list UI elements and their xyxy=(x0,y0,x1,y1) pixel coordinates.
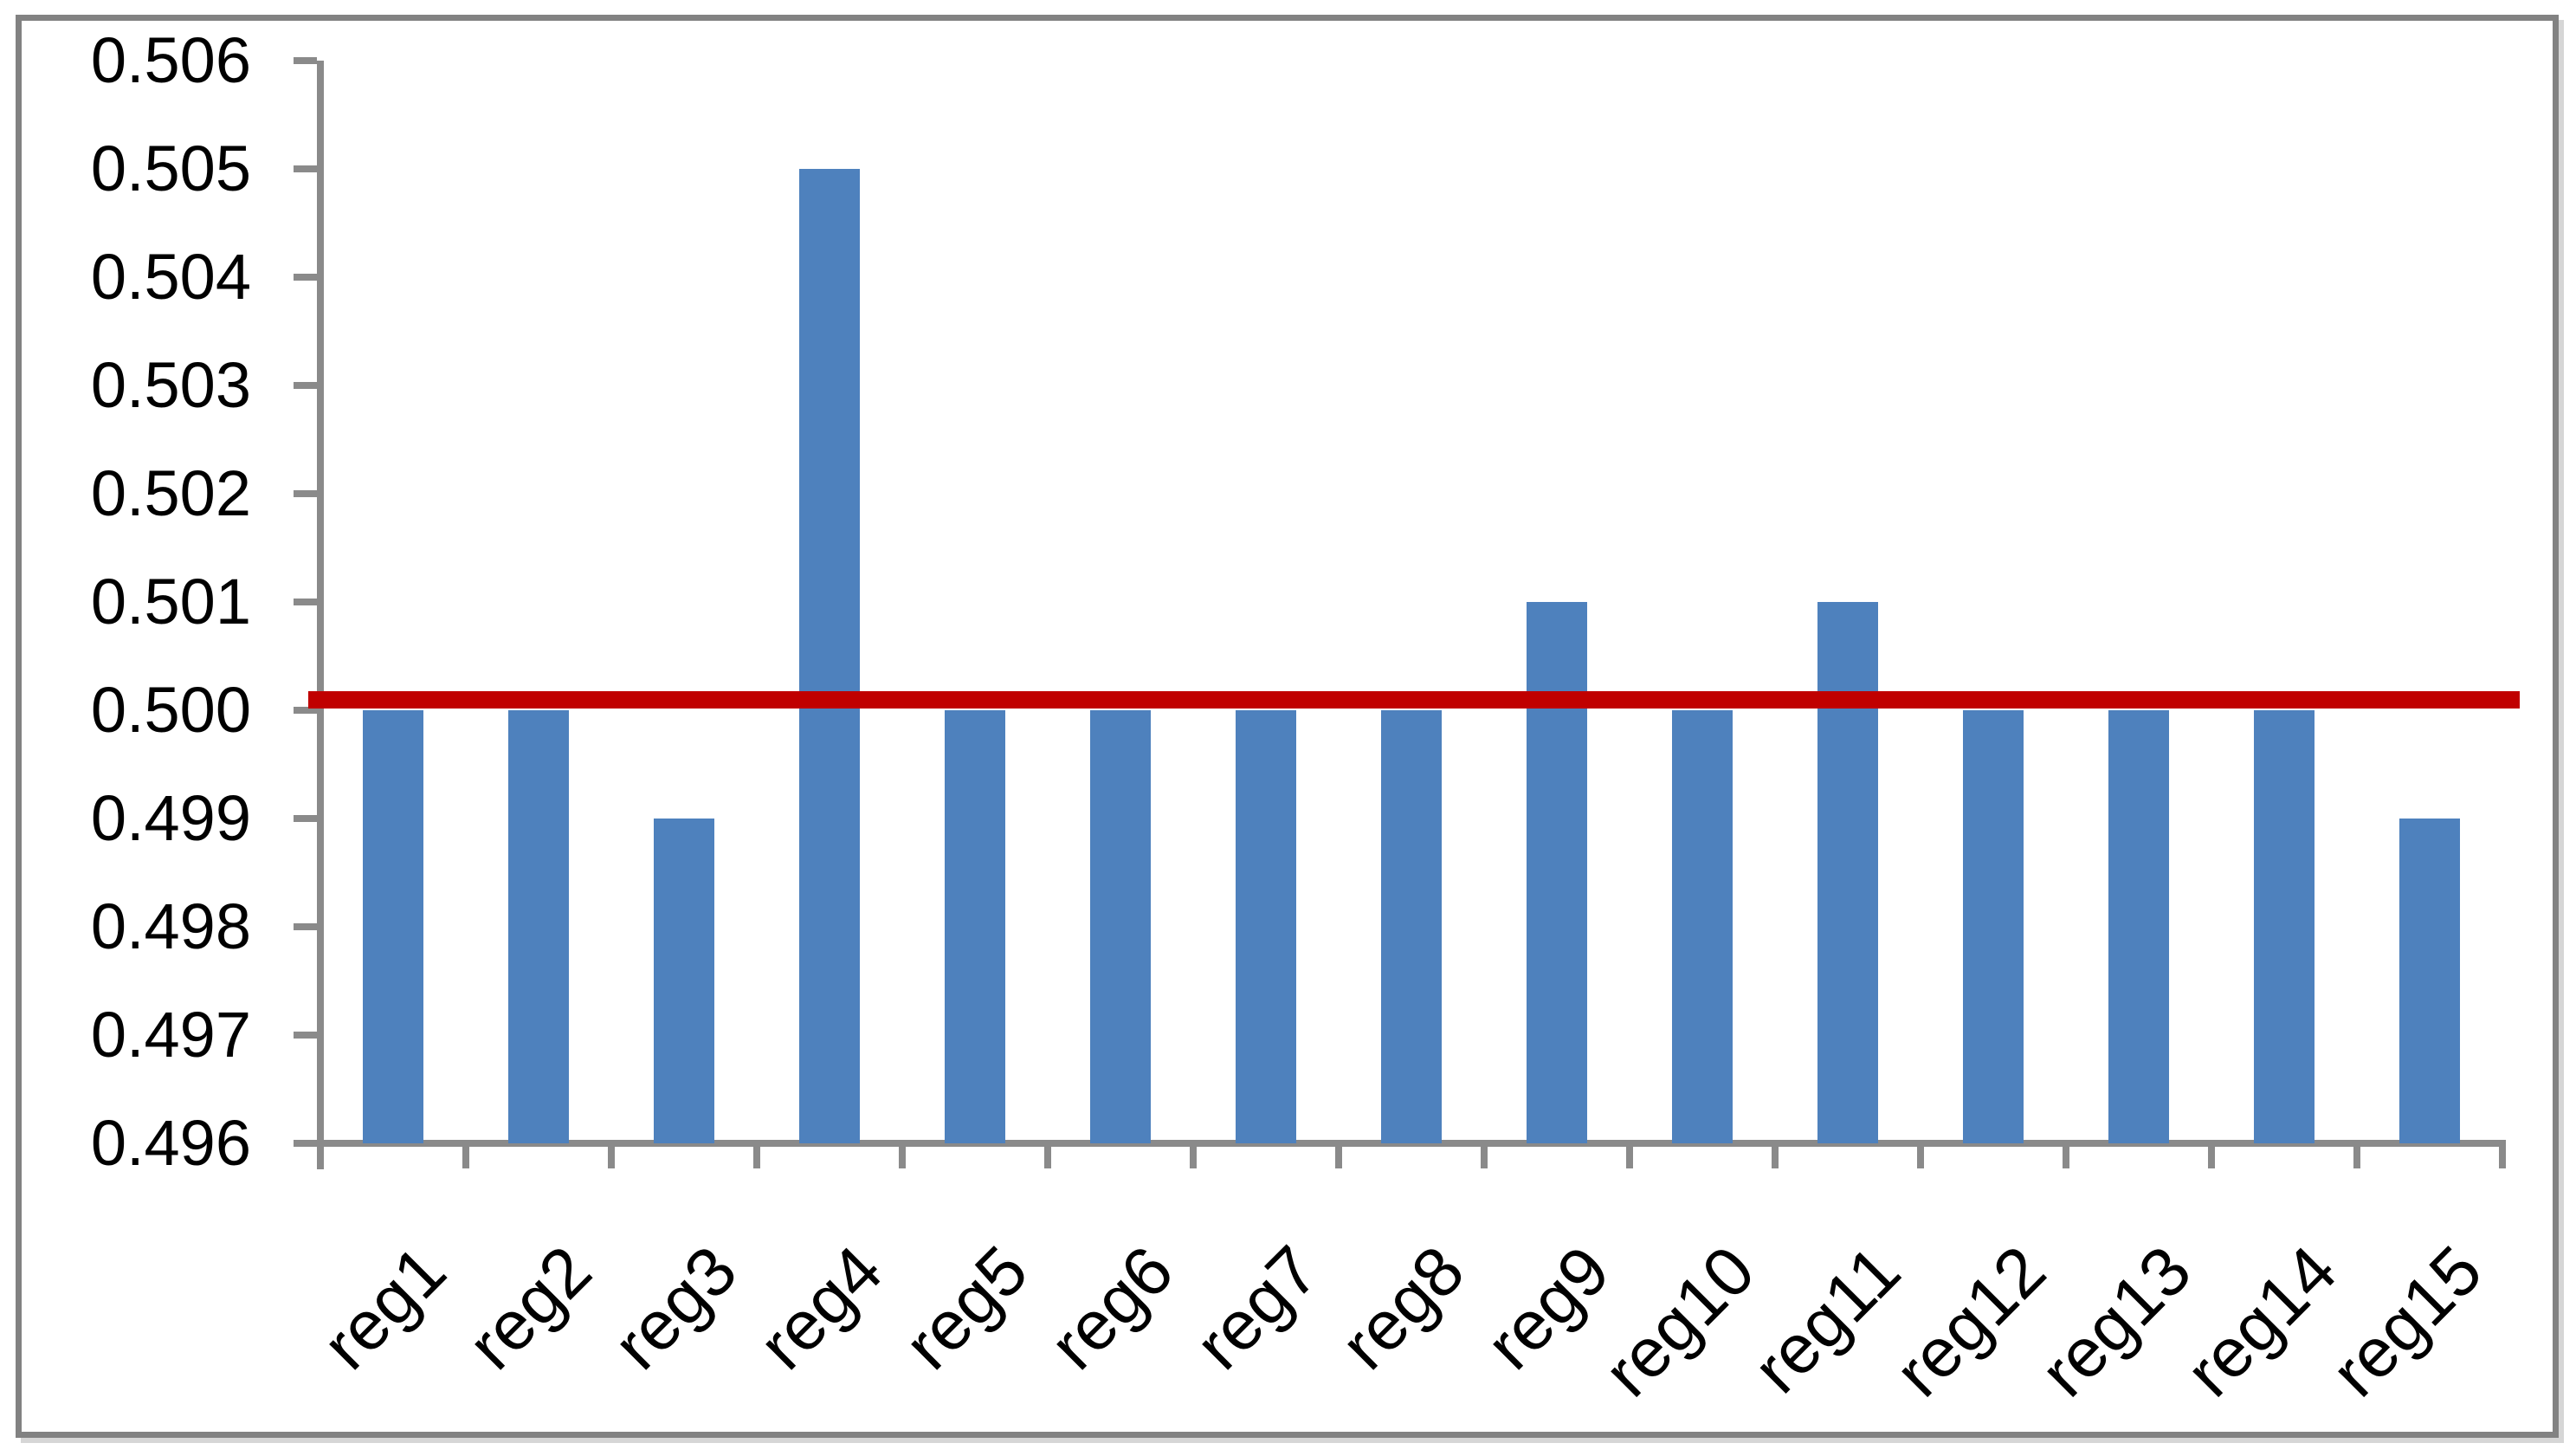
x-axis-tick xyxy=(1335,1140,1342,1168)
y-axis-tick-label: 0.499 xyxy=(90,782,251,854)
bar-reg8[interactable] xyxy=(1381,710,1442,1143)
y-axis-tick xyxy=(294,165,317,172)
reference-line[interactable] xyxy=(308,690,2520,709)
y-axis-tick-label: 0.503 xyxy=(90,349,251,421)
bar-reg14[interactable] xyxy=(2254,710,2315,1143)
x-axis-tick xyxy=(2353,1140,2360,1168)
bar-reg9[interactable] xyxy=(1527,602,1587,1143)
y-axis-tick-label: 0.504 xyxy=(90,241,251,313)
bar-reg3[interactable] xyxy=(654,819,714,1143)
bar-reg5[interactable] xyxy=(945,710,1005,1143)
bar-reg13[interactable] xyxy=(2108,710,2169,1143)
x-axis-line xyxy=(294,1140,2502,1147)
x-axis-tick xyxy=(1044,1140,1051,1168)
y-axis-tick xyxy=(294,57,317,64)
x-axis-tick xyxy=(608,1140,615,1168)
x-axis-tick xyxy=(1626,1140,1633,1168)
bar-reg1[interactable] xyxy=(363,710,423,1143)
x-axis-tick xyxy=(1190,1140,1197,1168)
y-axis-tick-label: 0.501 xyxy=(90,566,251,637)
y-axis-line xyxy=(317,61,324,1169)
y-axis-tick xyxy=(294,1032,317,1039)
x-axis-tick xyxy=(462,1140,469,1168)
bar-reg6[interactable] xyxy=(1090,710,1151,1143)
x-axis-tick xyxy=(1772,1140,1779,1168)
bar-reg7[interactable] xyxy=(1236,710,1296,1143)
bar-reg11[interactable] xyxy=(1817,602,1878,1143)
y-axis-tick-label: 0.506 xyxy=(90,24,251,96)
y-axis-tick xyxy=(294,599,317,605)
x-axis-tick xyxy=(2208,1140,2215,1168)
bar-reg15[interactable] xyxy=(2399,819,2460,1143)
x-axis-tick xyxy=(1917,1140,1924,1168)
y-axis-tick xyxy=(294,923,317,930)
plot-area: 0.506 0.505 0.504 0.503 0.502 0.501 0.500 0.499… xyxy=(91,29,2520,1411)
bar-reg2[interactable] xyxy=(508,710,569,1143)
y-axis-tick-label: 0.505 xyxy=(90,133,251,204)
y-axis-tick-label: 0.496 xyxy=(90,1107,251,1179)
x-axis-tick xyxy=(1481,1140,1488,1168)
y-axis-tick-label: 0.502 xyxy=(90,457,251,529)
y-axis-tick xyxy=(294,382,317,389)
y-axis-tick-label: 0.497 xyxy=(90,999,251,1071)
y-axis-tick xyxy=(294,707,317,714)
y-axis-tick xyxy=(294,815,317,822)
x-axis-tick xyxy=(753,1140,760,1168)
x-axis-tick xyxy=(317,1140,324,1168)
x-axis-tick xyxy=(2499,1140,2506,1168)
y-axis-tick-label: 0.498 xyxy=(90,890,251,962)
bar-reg10[interactable] xyxy=(1672,710,1733,1143)
y-axis-tick-label: 0.500 xyxy=(90,674,251,746)
y-axis-tick xyxy=(294,490,317,497)
bar-reg4[interactable] xyxy=(799,169,860,1143)
y-axis-tick xyxy=(294,1140,317,1147)
chart-border xyxy=(16,15,2559,1438)
x-axis-tick xyxy=(899,1140,906,1168)
bar-reg12[interactable] xyxy=(1963,710,2024,1143)
y-axis-tick xyxy=(294,274,317,281)
x-axis-tick xyxy=(2063,1140,2069,1168)
